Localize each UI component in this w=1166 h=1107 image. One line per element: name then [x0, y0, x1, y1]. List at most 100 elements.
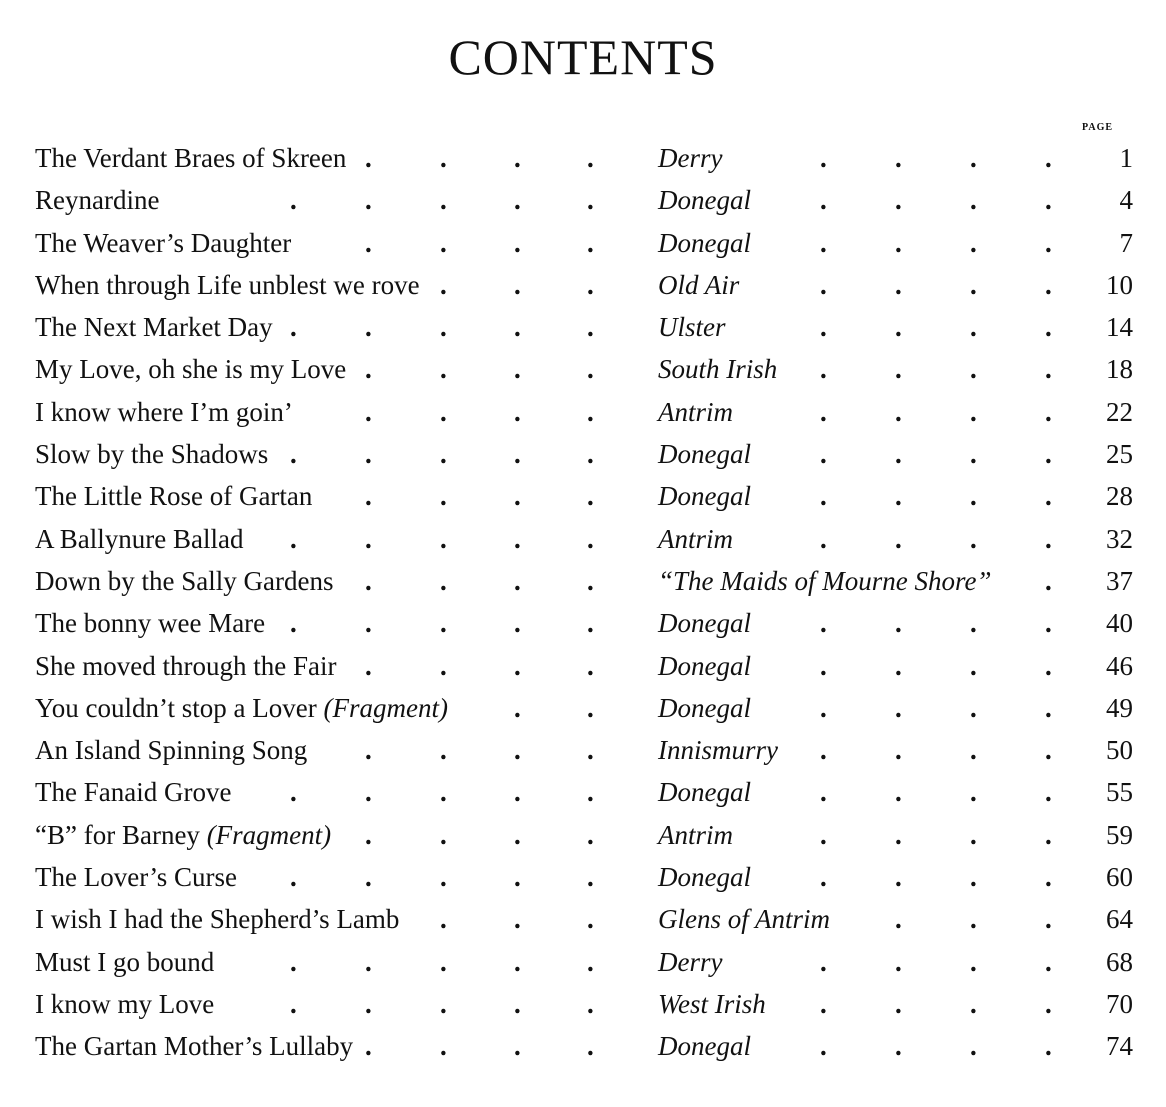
entry-title: When through Life unblest we rove — [35, 270, 420, 301]
entry-page-number: 25 — [1106, 439, 1133, 470]
entry-title-text: The bonny wee Mare — [35, 608, 266, 639]
entry-page-number: 49 — [1106, 692, 1133, 723]
dot-leader: . — [587, 481, 594, 512]
dot-leader: . — [970, 312, 977, 343]
dot-leader: . — [820, 819, 827, 850]
dot-leader: . — [365, 565, 372, 596]
dot-leader: . — [514, 481, 521, 512]
dot-leader: . — [1045, 396, 1052, 427]
dot-leader: . — [820, 481, 827, 512]
contents-entry: Slow by the Shadows Donegal 25......... — [0, 437, 1166, 479]
dot-leader: . — [970, 988, 977, 1019]
dot-leader: . — [970, 439, 977, 470]
dot-leader: . — [514, 185, 521, 216]
entry-origin: South Irish — [658, 354, 778, 385]
entry-title-text: The Lover’s Curse — [35, 862, 237, 893]
dot-leader: . — [365, 396, 372, 427]
dot-leader: . — [440, 777, 447, 808]
dot-leader: . — [970, 1031, 977, 1062]
entry-origin: Donegal — [658, 692, 751, 723]
entry-page-number: 64 — [1106, 904, 1133, 935]
dot-leader: . — [895, 777, 902, 808]
dot-leader: . — [1045, 523, 1052, 554]
entry-origin: Donegal — [658, 481, 751, 512]
entry-origin: Donegal — [658, 777, 751, 808]
dot-leader: . — [895, 185, 902, 216]
entry-title: The bonny wee Mare — [35, 608, 265, 639]
entry-title-text: She moved through the Fair — [35, 650, 337, 681]
dot-leader: . — [970, 481, 977, 512]
entry-origin: Innismurry — [658, 735, 778, 766]
dot-leader: . — [1045, 565, 1052, 596]
dot-leader: . — [895, 650, 902, 681]
entry-origin: Donegal — [658, 608, 751, 639]
dot-leader: . — [587, 565, 594, 596]
dot-leader: . — [365, 439, 372, 470]
dot-leader: . — [820, 735, 827, 766]
dot-leader: . — [895, 1031, 902, 1062]
dot-leader: . — [440, 312, 447, 343]
dot-leader: . — [514, 354, 521, 385]
dot-leader: . — [514, 1031, 521, 1062]
entry-title: She moved through the Fair — [35, 651, 336, 682]
dot-leader: . — [970, 904, 977, 935]
dot-leader: . — [1045, 692, 1052, 723]
dot-leader: . — [1045, 481, 1052, 512]
contents-entry: I wish I had the Shepherd’s Lamb Glens of… — [0, 902, 1166, 944]
dot-leader: . — [895, 862, 902, 893]
dot-leader: . — [587, 692, 594, 723]
entry-page-number: 18 — [1106, 354, 1133, 385]
entry-origin: Antrim — [658, 523, 734, 554]
dot-leader: . — [587, 904, 594, 935]
entry-origin: Donegal — [658, 227, 751, 258]
entry-title: The Next Market Day — [35, 312, 273, 343]
dot-leader: . — [365, 1031, 372, 1062]
entry-page-number: 50 — [1106, 735, 1133, 766]
dot-leader: . — [970, 523, 977, 554]
entry-page-number: 1 — [1119, 143, 1134, 173]
entry-title: My Love, oh she is my Love — [35, 354, 346, 385]
dot-leader: . — [290, 312, 297, 343]
dot-leader: . — [440, 650, 447, 681]
entry-title-text: The Weaver’s Daughter — [35, 227, 292, 258]
entry-title-text: Slow by the Shadows — [35, 439, 269, 470]
entry-title: I know my Love — [35, 989, 214, 1020]
entry-page-number: 37 — [1106, 565, 1133, 596]
entry-page-number: 68 — [1106, 946, 1133, 977]
dot-leader: . — [1045, 185, 1052, 216]
dot-leader: . — [587, 227, 594, 258]
dot-leader: . — [895, 439, 902, 470]
entry-origin: Donegal — [658, 650, 751, 681]
dot-leader: . — [440, 819, 447, 850]
dot-leader: . — [820, 269, 827, 300]
dot-leader: . — [970, 862, 977, 893]
entry-title: The Lover’s Curse — [35, 862, 237, 893]
dot-leader: . — [820, 396, 827, 427]
entry-page-number: 14 — [1106, 312, 1133, 343]
entry-title-text: The Fanaid Grove — [35, 777, 232, 808]
dot-leader: . — [970, 819, 977, 850]
dot-leader: . — [514, 650, 521, 681]
entry-title-text: The Verdant Braes of Skreen — [35, 143, 347, 173]
contents-entry: The Lover’s Curse Donegal 60......... — [0, 860, 1166, 902]
dot-leader: . — [1045, 608, 1052, 639]
entry-title: The Fanaid Grove — [35, 777, 231, 808]
contents-entry: The Verdant Braes of Skreen Derry 1.......… — [0, 141, 1166, 183]
dot-leader: . — [440, 523, 447, 554]
entry-title: The Little Rose of Gartan — [35, 481, 312, 512]
dot-leader: . — [970, 650, 977, 681]
dot-leader: . — [587, 439, 594, 470]
contents-entry: The Little Rose of Gartan Donegal 28......… — [0, 479, 1166, 521]
entry-origin: Glens of Antrim — [658, 904, 831, 935]
dot-leader: . — [895, 988, 902, 1019]
dot-leader: . — [1045, 946, 1052, 977]
dot-leader: . — [440, 862, 447, 893]
dot-leader: . — [1045, 227, 1052, 258]
dot-leader: . — [440, 396, 447, 427]
contents-entry: I know my Love West Irish 70......... — [0, 987, 1166, 1029]
dot-leader: . — [895, 608, 902, 639]
dot-leader: . — [895, 269, 902, 300]
dot-leader: . — [587, 523, 594, 554]
dot-leader: . — [514, 988, 521, 1019]
page-title: CONTENTS — [448, 29, 718, 85]
